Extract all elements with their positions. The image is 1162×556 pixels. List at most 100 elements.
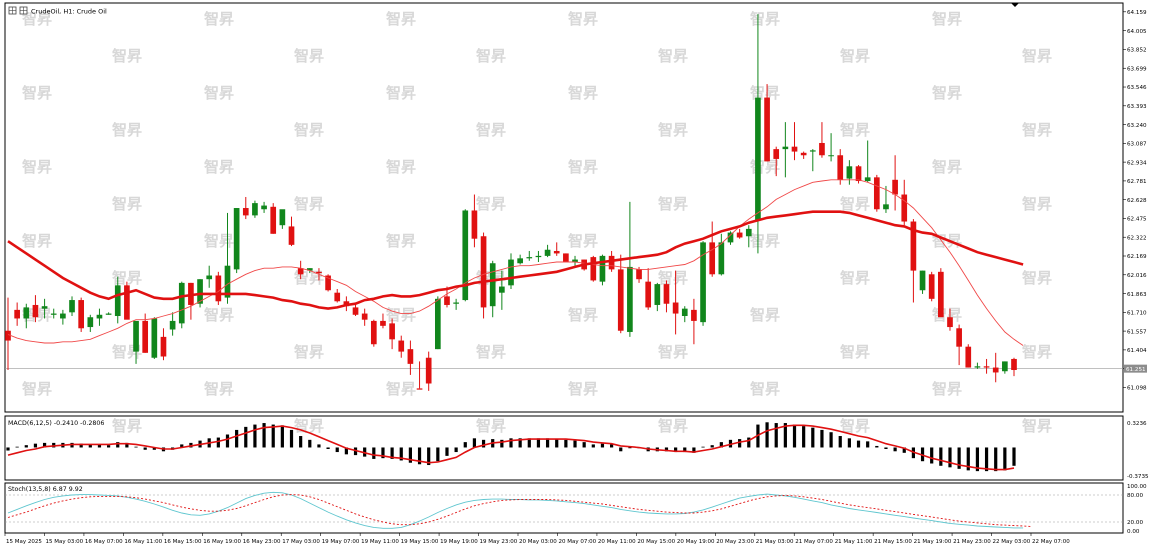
candle-bear (983, 366, 990, 368)
watermark-logo: 智昇 (386, 84, 416, 102)
macd-histogram-bar (509, 438, 513, 448)
candle-bull (206, 275, 213, 280)
candle-bull (974, 366, 981, 368)
macd-histogram-bar (79, 443, 83, 448)
candle-bull (453, 302, 459, 304)
macd-histogram-bar (738, 439, 742, 448)
macd-histogram-bar (454, 447, 458, 453)
macd-histogram-bar (838, 436, 842, 448)
candle-bull (544, 249, 551, 256)
candle-bull (1002, 361, 1008, 372)
watermark-logo: 智昇 (750, 306, 780, 324)
candle-bull (755, 97, 761, 221)
price-tick-label: 61.557 (1127, 329, 1147, 335)
watermark-logo: 智昇 (750, 380, 780, 398)
candle-bull (718, 242, 725, 275)
watermark-logo: 智昇 (294, 47, 324, 65)
macd-histogram-bar (472, 438, 477, 448)
candle-bear (380, 320, 386, 326)
stoch-tick-label: 100.00 (1127, 484, 1147, 490)
macd-histogram-bar (747, 437, 751, 448)
macd-histogram-bar (902, 447, 906, 453)
time-tick-label: 21 May 03:00 (756, 539, 794, 545)
candle-bull (883, 204, 889, 210)
macd-histogram-bar (545, 438, 550, 448)
time-tick-label: 17 May 03:00 (282, 539, 320, 545)
time-tick-label: 16 May 07:00 (85, 539, 123, 545)
candle-bull (462, 210, 469, 301)
macd-histogram-bar (244, 426, 248, 448)
candle-bear (855, 166, 862, 182)
current-price-label: 61.251 (1126, 367, 1146, 373)
candle-bear (361, 313, 368, 320)
time-tick-label: 21 May 19:00 (914, 539, 952, 545)
watermark-logo: 智昇 (932, 306, 962, 324)
price-tick-label: 64.159 (1127, 10, 1147, 16)
candle-bear (425, 357, 432, 384)
macd-histogram-bar (811, 427, 815, 448)
candle-bull (197, 279, 203, 304)
price-tick-label: 61.863 (1127, 292, 1147, 298)
time-tick-label: 16 May 19:00 (203, 539, 241, 545)
shift-marker-icon[interactable] (1011, 3, 1019, 7)
candle-bear (764, 97, 770, 162)
symbol-label: CrudeOil, H1: Crude Oil (31, 8, 107, 16)
candle-bear (416, 388, 423, 390)
time-tick-label: 20 May 15:00 (637, 539, 675, 545)
candle-bull (489, 263, 496, 307)
moving-average-fast (7, 179, 1024, 346)
macd-histogram-bar (262, 423, 266, 448)
candle-bear (645, 281, 652, 308)
watermark-logo: 智昇 (1022, 121, 1052, 139)
macd-histogram-bar (225, 434, 230, 448)
stoch-label: Stoch(13,5,8) 6.87 9.92 (8, 486, 83, 493)
price-tick-label: 63.546 (1127, 85, 1147, 91)
candle-bear (663, 284, 670, 304)
candle-bull (178, 282, 185, 324)
macd-histogram-bar (299, 436, 303, 448)
candle-bear (288, 226, 295, 245)
candle-bear (471, 210, 478, 239)
macd-histogram-bar (372, 447, 376, 459)
macd-histogram-bar (875, 445, 879, 448)
macd-histogram-bar (134, 446, 138, 448)
candle-bear (14, 309, 20, 319)
watermark-logo: 智昇 (294, 121, 324, 139)
candle-bull (919, 270, 926, 291)
watermark-logo: 智昇 (476, 343, 506, 361)
price-plot (5, 14, 1024, 391)
time-tick-label: 16 May 15:00 (164, 539, 202, 545)
macd-histogram-bar (116, 442, 120, 448)
candle-bear (791, 146, 798, 152)
watermark-logo: 智昇 (568, 232, 598, 250)
watermark-logo: 智昇 (568, 158, 598, 176)
candle-bear (444, 296, 450, 305)
watermark-logo: 智昇 (112, 195, 142, 213)
time-tick-label: 20 May 07:00 (558, 539, 596, 545)
candle-bear (352, 307, 359, 315)
watermark-logo: 智昇 (204, 306, 234, 324)
macd-histogram-bar (948, 447, 952, 468)
candle-bear (215, 275, 222, 302)
macd-histogram-bar (24, 445, 28, 448)
macd-histogram-bar (344, 447, 348, 455)
price-tick-label: 62.016 (1127, 273, 1147, 279)
macd-panel-frame (4, 415, 1124, 481)
macd-plot (6, 422, 1016, 472)
macd-histogram-bar (802, 426, 806, 448)
watermark-logo: 智昇 (22, 84, 52, 102)
time-tick-label: 22 May 03:00 (993, 539, 1031, 545)
candle-bull (499, 286, 505, 293)
macd-histogram-bar (829, 432, 833, 448)
candle-bear (297, 268, 304, 275)
macd-histogram-bar (399, 447, 403, 461)
macd-signal-line (7, 424, 1015, 471)
macd-histogram-bar (235, 429, 239, 448)
candle-bear (563, 253, 569, 263)
macd-histogram-bar (152, 447, 156, 450)
candle-bull (50, 313, 57, 315)
watermark-logo: 智昇 (204, 84, 234, 102)
macd-histogram-bar (390, 447, 394, 459)
candle-bear (691, 309, 697, 321)
